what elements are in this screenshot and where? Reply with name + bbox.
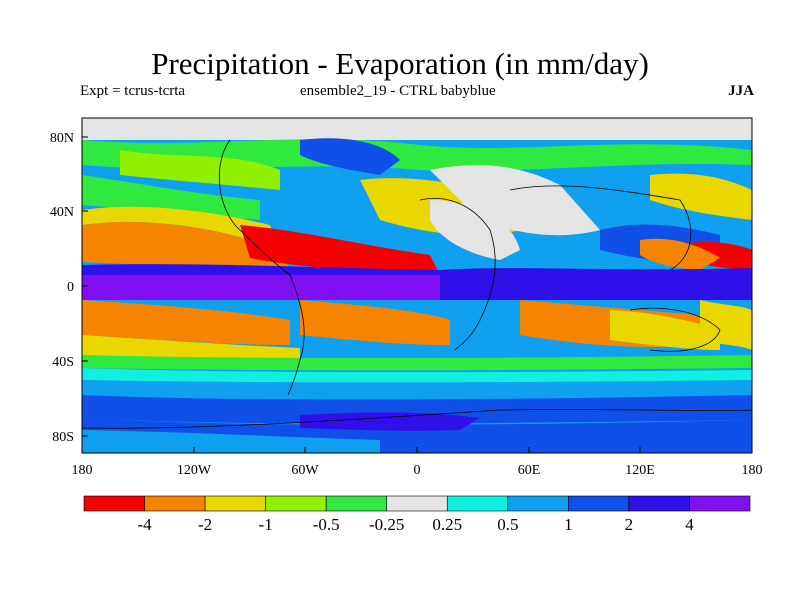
- colorbar-label: 4: [685, 515, 694, 534]
- colorbar-label: 0.5: [497, 515, 518, 534]
- ensemble-label: ensemble2_19 - CTRL babyblue: [300, 83, 496, 99]
- lon-tick-label: 0: [414, 463, 421, 478]
- colorbar-swatch: [325, 495, 388, 512]
- colorbar-swatch: [568, 495, 630, 512]
- lon-tick-label: 180: [72, 463, 93, 478]
- page-title: Precipitation - Evaporation (in mm/day): [151, 46, 649, 81]
- colorbar-swatch: [628, 495, 690, 512]
- longitude-axis: 180 120W 60W 0 60E 120E 180: [72, 447, 763, 478]
- precipitation-field: [82, 118, 752, 453]
- colorbar: -4 -2 -1 -0.5 -0.25 0.25 0.5 1 2 4: [83, 495, 751, 534]
- latitude-axis: 80N 40N 0 40S 80S: [50, 131, 88, 445]
- colorbar-swatch: [689, 495, 751, 512]
- lat-tick-label: 40N: [50, 205, 74, 220]
- colorbar-swatch: [83, 495, 145, 512]
- lon-tick-label: 180: [742, 463, 763, 478]
- lon-tick-label: 60E: [518, 463, 541, 478]
- lon-tick-label: 120E: [625, 463, 655, 478]
- lon-tick-label: 60W: [291, 463, 319, 478]
- colorbar-swatch: [144, 495, 206, 512]
- colorbar-swatch: [386, 495, 448, 512]
- coastlines: [82, 139, 752, 429]
- lat-tick-label: 80S: [52, 430, 74, 445]
- colorbar-label: 1: [564, 515, 573, 534]
- colorbar-swatch: [265, 495, 327, 512]
- colorbar-label: -0.5: [313, 515, 340, 534]
- experiment-label: Expt = tcrus-tcrta: [80, 83, 186, 99]
- colorbar-label: 2: [625, 515, 634, 534]
- colorbar-label: 0.25: [432, 515, 462, 534]
- colorbar-swatch: [446, 495, 509, 512]
- lon-tick-label: 120W: [177, 463, 212, 478]
- colorbar-swatch: [507, 495, 569, 512]
- lat-tick-label: 0: [67, 280, 74, 295]
- season-label: JJA: [728, 83, 754, 99]
- lat-tick-label: 40S: [52, 355, 74, 370]
- colorbar-label: -4: [137, 515, 152, 534]
- colorbar-label: -1: [259, 515, 273, 534]
- colorbar-label: -0.25: [369, 515, 404, 534]
- colorbar-label: -2: [198, 515, 212, 534]
- colorbar-swatch: [204, 495, 266, 512]
- lat-tick-label: 80N: [50, 131, 74, 146]
